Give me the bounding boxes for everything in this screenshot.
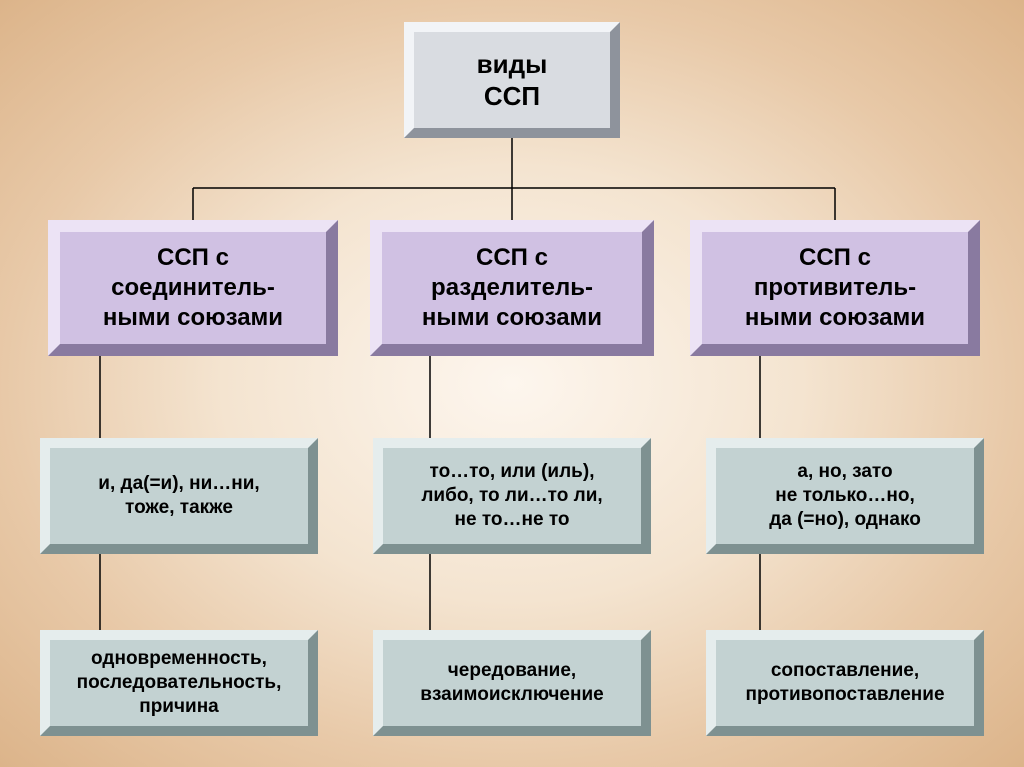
leaf-node-meaning-2: чередование, взаимоисключение [373, 630, 651, 736]
leaf-node-meaning-3: сопоставление, противопоставление [706, 630, 984, 736]
leaf-node-conjunctions-3: а, но, зато не только…но, да (=но), одна… [706, 438, 984, 554]
leaf-node-meaning-1: одновременность, последовательность, при… [40, 630, 318, 736]
leaf-node-conjunctions-2: то…то, или (иль), либо, то ли…то ли, не … [373, 438, 651, 554]
category-node-disjunctive: ССП с разделитель- ными союзами [370, 220, 654, 356]
category-node-connective: ССП с соединитель- ными союзами [48, 220, 338, 356]
category-node-adversative: ССП с противитель- ными союзами [690, 220, 980, 356]
root-node: виды ССП [404, 22, 620, 138]
leaf-node-conjunctions-1: и, да(=и), ни…ни, тоже, также [40, 438, 318, 554]
